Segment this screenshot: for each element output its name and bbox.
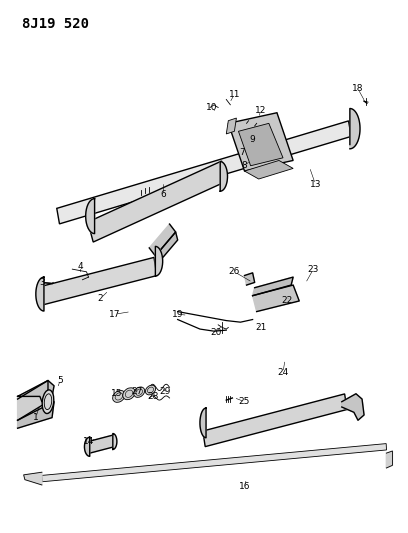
Polygon shape [40, 257, 157, 305]
Ellipse shape [134, 387, 145, 398]
Polygon shape [89, 435, 114, 453]
Polygon shape [155, 232, 177, 264]
Polygon shape [18, 402, 54, 428]
Polygon shape [155, 246, 163, 276]
Polygon shape [42, 443, 386, 482]
Polygon shape [342, 394, 364, 420]
Polygon shape [220, 161, 228, 191]
Polygon shape [18, 381, 54, 402]
Text: 27: 27 [131, 386, 143, 395]
Text: 19: 19 [172, 310, 184, 319]
Ellipse shape [145, 385, 155, 395]
Polygon shape [57, 121, 351, 224]
Text: 14: 14 [83, 437, 94, 446]
Polygon shape [86, 199, 95, 233]
Text: 12: 12 [255, 106, 266, 115]
Text: 2: 2 [98, 294, 104, 303]
Text: 10: 10 [206, 103, 218, 112]
Polygon shape [113, 433, 117, 449]
Polygon shape [149, 224, 175, 256]
Text: 18: 18 [352, 84, 364, 93]
Text: 22: 22 [282, 296, 293, 305]
Text: 6: 6 [161, 190, 166, 199]
Text: 8: 8 [242, 161, 247, 170]
Polygon shape [244, 160, 293, 179]
Polygon shape [244, 273, 255, 285]
Text: 4: 4 [78, 262, 83, 271]
Text: 1: 1 [33, 413, 39, 422]
Text: 25: 25 [239, 397, 250, 406]
Text: 9: 9 [250, 135, 255, 144]
Text: 7: 7 [239, 148, 245, 157]
Polygon shape [350, 109, 360, 149]
Polygon shape [386, 451, 392, 468]
Text: 24: 24 [277, 368, 288, 377]
Polygon shape [200, 408, 206, 438]
Text: 5: 5 [57, 376, 63, 385]
Text: 28: 28 [148, 392, 159, 401]
Text: 16: 16 [239, 482, 250, 491]
Text: 20: 20 [211, 328, 222, 337]
Text: 11: 11 [228, 90, 240, 99]
Ellipse shape [123, 388, 135, 400]
Polygon shape [238, 123, 283, 166]
Polygon shape [24, 472, 42, 485]
Polygon shape [226, 118, 236, 134]
Polygon shape [84, 437, 90, 456]
Text: 3: 3 [39, 278, 45, 287]
Polygon shape [36, 277, 44, 311]
Polygon shape [203, 394, 347, 447]
Polygon shape [18, 381, 48, 420]
Polygon shape [253, 285, 299, 312]
Ellipse shape [42, 390, 54, 414]
Text: 15: 15 [111, 389, 123, 398]
Text: 8J19 520: 8J19 520 [22, 17, 89, 31]
Text: 29: 29 [160, 386, 171, 395]
Text: 13: 13 [310, 180, 321, 189]
Polygon shape [253, 277, 293, 296]
Polygon shape [88, 161, 227, 242]
Text: 26: 26 [229, 268, 240, 276]
Text: 23: 23 [308, 265, 319, 273]
Ellipse shape [113, 391, 125, 402]
Text: 21: 21 [255, 323, 266, 332]
Text: 17: 17 [109, 310, 121, 319]
Polygon shape [228, 113, 293, 171]
